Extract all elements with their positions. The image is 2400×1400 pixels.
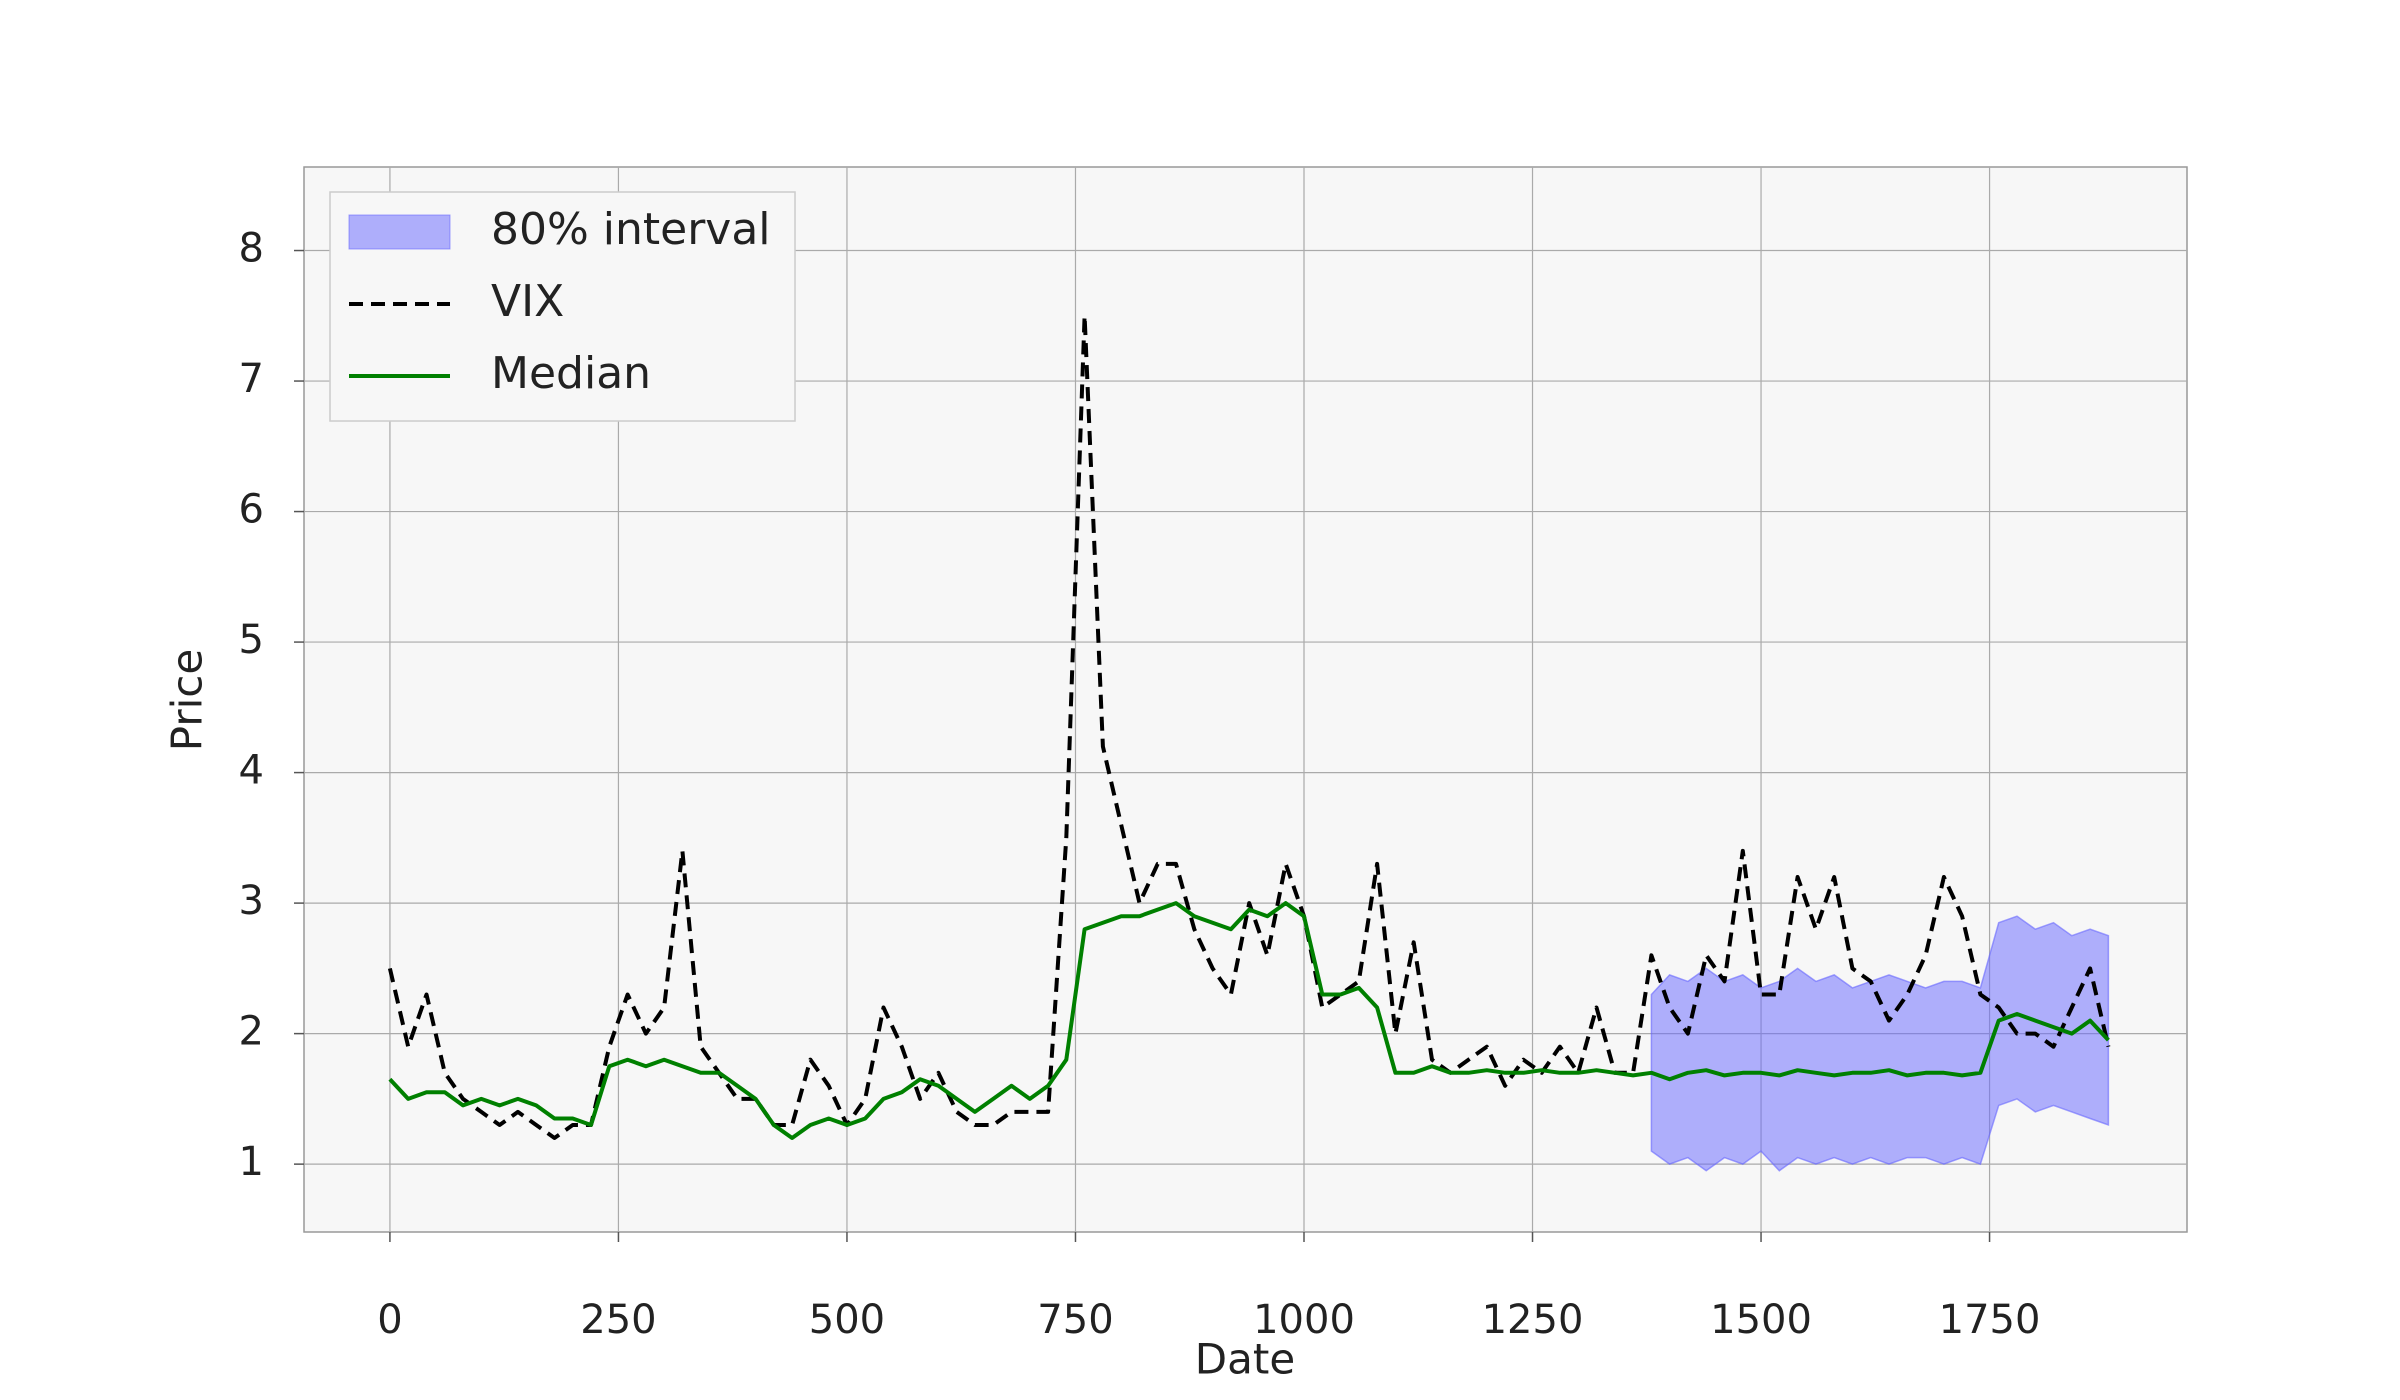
x-axis-label: Date (1195, 1335, 1295, 1384)
x-tick-label: 250 (580, 1297, 656, 1343)
y-tick-label: 2 (239, 1009, 264, 1055)
x-tick-label: 1750 (1939, 1297, 2041, 1343)
y-tick-label: 8 (239, 226, 264, 272)
y-axis-label: Price (163, 649, 212, 751)
legend-label: VIX (491, 276, 564, 327)
x-tick-label: 1250 (1482, 1297, 1584, 1343)
line (387, 313, 2111, 1140)
y-tick-label: 1 (239, 1139, 264, 1185)
y-tick-label: 5 (239, 617, 264, 663)
legend: 80% interval VIX Median (329, 191, 796, 422)
x-tick-label: 750 (1037, 1297, 1113, 1343)
y-tick-label: 6 (239, 487, 264, 533)
marks (387, 313, 2111, 1172)
x-tick-label: 500 (809, 1297, 885, 1343)
x-tick-label: 0 (377, 1297, 402, 1343)
legend-label: Median (491, 348, 651, 399)
x-tick-label: 1000 (1253, 1297, 1355, 1343)
y-tick-label: 4 (239, 748, 264, 794)
legend-label: 80% interval (491, 204, 771, 255)
line (388, 901, 2110, 1140)
interval-band (1650, 915, 2110, 1172)
x-tick-label: 1500 (1710, 1297, 1812, 1343)
y-tick-label: 3 (239, 878, 264, 924)
y-tick-label: 7 (239, 356, 264, 402)
legend-swatch (348, 214, 451, 250)
